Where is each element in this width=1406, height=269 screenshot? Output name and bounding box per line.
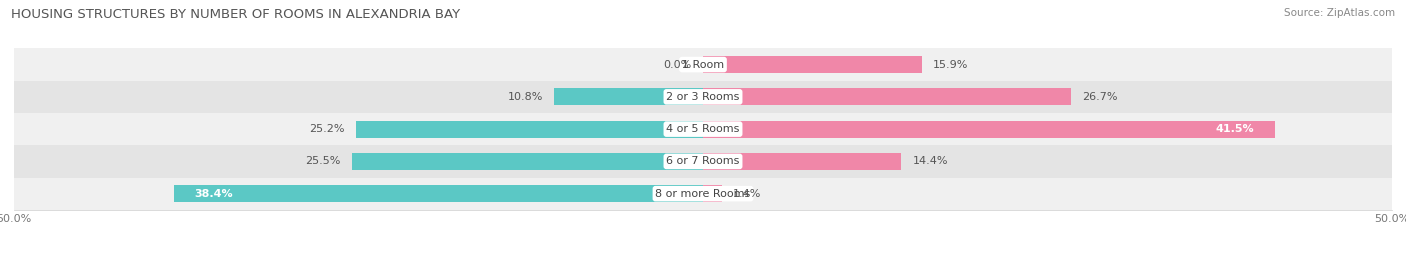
Text: 6 or 7 Rooms: 6 or 7 Rooms	[666, 156, 740, 167]
Bar	[703, 121, 1275, 137]
Text: 8 or more Rooms: 8 or more Rooms	[655, 189, 751, 199]
Bar	[14, 178, 1392, 210]
Bar	[554, 89, 703, 105]
Text: 4 or 5 Rooms: 4 or 5 Rooms	[666, 124, 740, 134]
Text: 1 Room: 1 Room	[682, 59, 724, 70]
Text: 14.4%: 14.4%	[912, 156, 948, 167]
Text: 25.2%: 25.2%	[309, 124, 344, 134]
Text: Source: ZipAtlas.com: Source: ZipAtlas.com	[1284, 8, 1395, 18]
Bar	[703, 56, 922, 73]
Bar	[352, 153, 703, 170]
Bar	[356, 121, 703, 137]
Bar	[174, 185, 703, 202]
Text: 1.4%: 1.4%	[734, 189, 762, 199]
Bar	[703, 185, 723, 202]
Bar	[703, 153, 901, 170]
Text: 2 or 3 Rooms: 2 or 3 Rooms	[666, 92, 740, 102]
Bar	[14, 113, 1392, 145]
Text: 38.4%: 38.4%	[194, 189, 233, 199]
Bar	[703, 89, 1071, 105]
Text: 10.8%: 10.8%	[508, 92, 543, 102]
Text: 41.5%: 41.5%	[1216, 124, 1254, 134]
Text: HOUSING STRUCTURES BY NUMBER OF ROOMS IN ALEXANDRIA BAY: HOUSING STRUCTURES BY NUMBER OF ROOMS IN…	[11, 8, 460, 21]
Text: 0.0%: 0.0%	[664, 59, 692, 70]
Text: 15.9%: 15.9%	[934, 59, 969, 70]
Bar	[14, 48, 1392, 81]
Bar	[14, 145, 1392, 178]
Text: 26.7%: 26.7%	[1083, 92, 1118, 102]
Text: 25.5%: 25.5%	[305, 156, 340, 167]
Bar	[14, 81, 1392, 113]
